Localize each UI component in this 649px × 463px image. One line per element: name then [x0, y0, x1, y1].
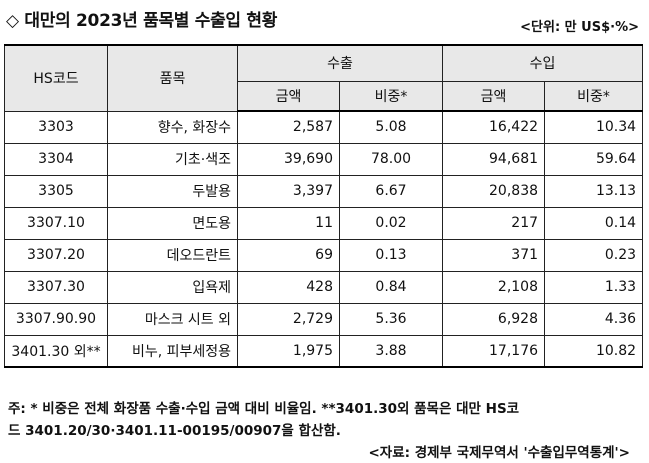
- import-amount-cell: 371: [442, 238, 546, 272]
- import-share-cell: 0.23: [544, 238, 644, 272]
- import-share-cell: 10.34: [544, 110, 644, 144]
- import-amount-cell: 16,422: [442, 110, 546, 144]
- hs-code-cell: 3307.30: [4, 270, 108, 304]
- table-row: 3307.90.90 마스크 시트 외 2,729 5.36 6,928 4.3…: [4, 302, 644, 336]
- header-export: 수출: [236, 44, 444, 82]
- header-row-1: HS코드 품목 수출 수입: [4, 44, 644, 112]
- item-cell: 마스크 시트 외: [107, 302, 238, 336]
- import-amount-cell: 17,176: [442, 334, 546, 368]
- export-amount-cell: 11: [237, 206, 340, 240]
- export-amount-cell: 2,587: [237, 110, 340, 144]
- header-row-2: 금액 비중* 금액 비중*: [5, 80, 644, 112]
- table-row: 3307.10 면도용 11 0.02 217 0.14: [4, 206, 644, 240]
- export-amount-cell: 3,397: [237, 174, 340, 208]
- import-share-cell: 4.36: [544, 302, 644, 336]
- export-share-cell: 6.67: [338, 174, 444, 208]
- table-row: 3307.30 입욕제 428 0.84 2,108 1.33: [4, 270, 644, 304]
- item-cell: 데오드란트: [107, 238, 238, 272]
- export-share-cell: 0.02: [338, 206, 444, 240]
- table-row: 3305 두발용 3,397 6.67 20,838 13.13: [4, 174, 644, 208]
- item-cell: 비누, 피부세정용: [107, 334, 238, 368]
- footnote-line-1: 주: * 비중은 전체 화장품 수출·수입 금액 대비 비율임. **3401.…: [8, 401, 520, 417]
- import-amount-cell: 94,681: [442, 142, 546, 176]
- import-share-cell: 1.33: [544, 270, 644, 304]
- export-share-cell: 0.84: [338, 270, 444, 304]
- title-row: ◇ 대만의 2023년 품목별 수출입 현황 <단위: 만 US$·%>: [6, 6, 643, 35]
- header-import-share: 비중*: [544, 80, 644, 112]
- export-amount-cell: 1,975: [237, 334, 340, 368]
- hs-code-cell: 3305: [4, 174, 108, 208]
- hs-code-cell: 3307.10: [4, 206, 108, 240]
- export-amount-cell: 2,729: [237, 302, 340, 336]
- footnotes: 주: * 비중은 전체 화장품 수출·수입 금액 대비 비율임. **3401.…: [8, 398, 642, 463]
- header-export-amount: 금액: [237, 80, 340, 112]
- header-export-share: 비중*: [338, 80, 444, 112]
- import-share-cell: 0.14: [544, 206, 644, 240]
- footnote-line-2: 드 3401.20/30·3401.11-00195/00907을 합산함.: [8, 423, 341, 439]
- hs-code-cell: 3304: [4, 142, 108, 176]
- unit-label: <단위: 만 US$·%>: [520, 20, 639, 35]
- import-amount-cell: 6,928: [442, 302, 546, 336]
- import-share-cell: 59.64: [544, 142, 644, 176]
- table-row: 3303 향수, 화장수 2,587 5.08 16,422 10.34: [4, 110, 644, 144]
- item-cell: 향수, 화장수: [107, 110, 238, 144]
- export-amount-cell: 428: [237, 270, 340, 304]
- import-share-cell: 13.13: [544, 174, 644, 208]
- export-share-cell: 78.00: [338, 142, 444, 176]
- item-cell: 두발용: [107, 174, 238, 208]
- page-title: ◇ 대만의 2023년 품목별 수출입 현황: [6, 11, 278, 31]
- import-amount-cell: 217: [442, 206, 546, 240]
- item-cell: 면도용: [107, 206, 238, 240]
- item-cell: 입욕제: [107, 270, 238, 304]
- export-amount-cell: 69: [237, 238, 340, 272]
- hs-code-cell: 3401.30 외**: [4, 334, 108, 368]
- header-hs-code: HS코드: [4, 44, 108, 112]
- export-share-cell: 0.13: [338, 238, 444, 272]
- hs-code-cell: 3303: [4, 110, 108, 144]
- table-row: 3401.30 외** 비누, 피부세정용 1,975 3.88 17,176 …: [4, 334, 644, 368]
- item-cell: 기초·색조: [107, 142, 238, 176]
- export-share-cell: 3.88: [338, 334, 444, 368]
- trade-table: HS코드 품목 수출 수입 금액 비중* 금액 비중* 3303 향수, 화장수…: [4, 44, 644, 368]
- header-import: 수입: [442, 44, 644, 82]
- header-item: 품목: [107, 44, 238, 112]
- hs-code-cell: 3307.90.90: [4, 302, 108, 336]
- import-amount-cell: 20,838: [442, 174, 546, 208]
- import-share-cell: 10.82: [544, 334, 644, 368]
- export-share-cell: 5.36: [338, 302, 444, 336]
- export-amount-cell: 39,690: [237, 142, 340, 176]
- hs-code-cell: 3307.20: [4, 238, 108, 272]
- header-import-amount: 금액: [442, 80, 546, 112]
- source-note: <자료: 경제부 국제무역서 '수출입무역통계'>: [368, 445, 630, 461]
- table-row: 3304 기초·색조 39,690 78.00 94,681 59.64: [4, 142, 644, 176]
- table-row: 3307.20 데오드란트 69 0.13 371 0.23: [4, 238, 644, 272]
- export-share-cell: 5.08: [338, 110, 444, 144]
- import-amount-cell: 2,108: [442, 270, 546, 304]
